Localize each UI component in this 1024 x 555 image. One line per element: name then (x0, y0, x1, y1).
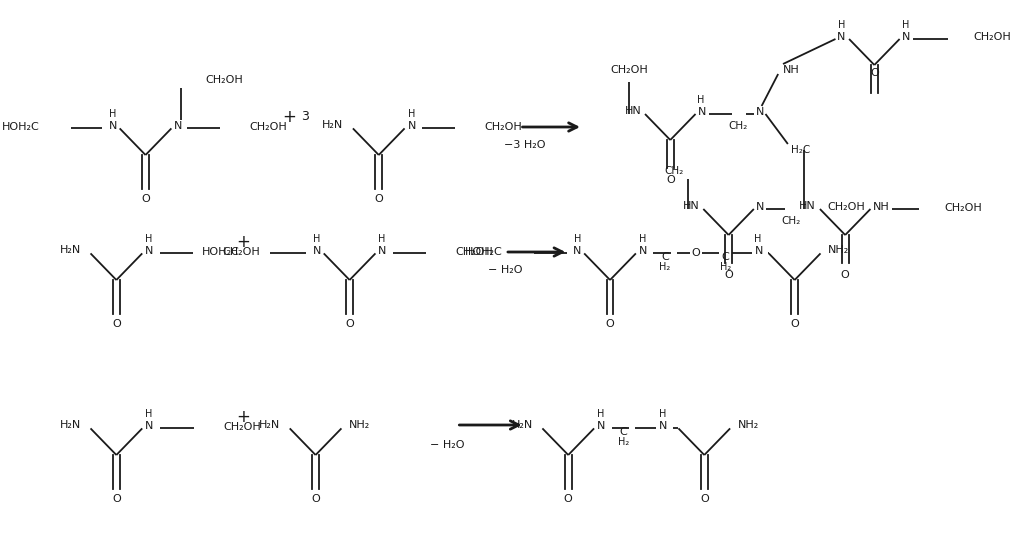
Text: H: H (110, 109, 117, 119)
Text: O: O (311, 494, 319, 504)
Text: HOH₂C: HOH₂C (2, 123, 40, 133)
Text: H: H (597, 410, 604, 420)
Text: 3: 3 (301, 110, 309, 124)
Text: N: N (145, 421, 154, 431)
Text: H: H (901, 20, 909, 30)
Text: H₂C: H₂C (791, 145, 810, 155)
Text: CH₂OH: CH₂OH (223, 422, 261, 432)
Text: CH₂OH: CH₂OH (206, 75, 243, 85)
Text: N: N (378, 246, 387, 256)
Text: CH₂OH: CH₂OH (944, 203, 982, 213)
Text: H: H (573, 234, 582, 244)
Text: N: N (109, 122, 117, 132)
Text: N: N (837, 32, 845, 42)
Text: CH₂OH: CH₂OH (827, 202, 865, 212)
Text: O: O (692, 249, 700, 259)
Text: NH₂: NH₂ (738, 420, 759, 430)
Text: O: O (564, 494, 572, 504)
Text: H: H (408, 109, 415, 119)
Text: H₂: H₂ (617, 437, 629, 447)
Text: O: O (141, 194, 150, 204)
Text: H₂N: H₂N (59, 420, 81, 430)
Text: N: N (174, 122, 182, 132)
Text: O: O (666, 175, 675, 185)
Text: O: O (791, 319, 799, 329)
Text: CH₂OH: CH₂OH (610, 65, 648, 75)
Text: H₂N: H₂N (259, 420, 280, 430)
Text: − H₂O: − H₂O (429, 440, 464, 450)
Text: H₂N: H₂N (322, 120, 343, 130)
Text: NH: NH (872, 202, 889, 212)
Text: O: O (345, 319, 354, 329)
Text: H: H (145, 410, 153, 420)
Text: O: O (375, 194, 383, 204)
Text: O: O (700, 494, 709, 504)
Text: H: H (838, 20, 845, 30)
Text: H₂N: H₂N (511, 420, 532, 430)
Text: NH: NH (783, 65, 800, 75)
Text: CH₂: CH₂ (781, 216, 801, 226)
Text: H: H (639, 234, 646, 244)
Text: C: C (721, 253, 729, 263)
Text: CH₂OH: CH₂OH (974, 32, 1012, 42)
Text: H: H (378, 234, 386, 244)
Text: H: H (313, 234, 321, 244)
Text: CH₂: CH₂ (729, 121, 748, 131)
Text: O: O (112, 319, 121, 329)
Text: H₂: H₂ (720, 263, 731, 273)
Text: H: H (145, 234, 153, 244)
Text: O: O (605, 319, 614, 329)
Text: HN: HN (800, 201, 816, 211)
Text: O: O (841, 270, 850, 280)
Text: N: N (312, 246, 321, 256)
Text: H: H (659, 410, 667, 420)
Text: HOH₂C: HOH₂C (202, 248, 240, 258)
Text: NH₂: NH₂ (828, 245, 850, 255)
Text: −3 H₂O: −3 H₂O (504, 140, 545, 150)
Text: C: C (620, 427, 627, 437)
Text: CH₂OH: CH₂OH (222, 248, 260, 258)
Text: CH₂OH: CH₂OH (455, 248, 493, 258)
Text: H₂: H₂ (659, 263, 671, 273)
Text: N: N (408, 122, 416, 132)
Text: N: N (659, 421, 668, 431)
Text: HN: HN (625, 106, 641, 116)
Text: HOH₂C: HOH₂C (465, 248, 503, 258)
Text: N: N (639, 246, 647, 256)
Text: N: N (597, 421, 605, 431)
Text: N: N (572, 246, 582, 256)
Text: CH₂OH: CH₂OH (484, 123, 522, 133)
Text: CH₂: CH₂ (665, 166, 684, 176)
Text: N: N (697, 107, 706, 117)
Text: O: O (870, 68, 879, 78)
Text: N: N (901, 32, 910, 42)
Text: HN: HN (683, 201, 699, 211)
Text: N: N (755, 246, 763, 256)
Text: H₂N: H₂N (59, 245, 81, 255)
Text: − H₂O: − H₂O (487, 265, 522, 275)
Text: +: + (236, 233, 250, 251)
Text: CH₂OH: CH₂OH (249, 123, 287, 133)
Text: O: O (112, 494, 121, 504)
Text: H: H (755, 234, 762, 244)
Text: +: + (283, 108, 296, 126)
Text: O: O (724, 270, 733, 280)
Text: N: N (145, 246, 154, 256)
Text: N: N (756, 202, 764, 212)
Text: NH₂: NH₂ (349, 420, 371, 430)
Text: H: H (697, 95, 705, 105)
Text: +: + (236, 408, 250, 426)
Text: C: C (662, 253, 669, 263)
Text: N: N (756, 107, 764, 117)
